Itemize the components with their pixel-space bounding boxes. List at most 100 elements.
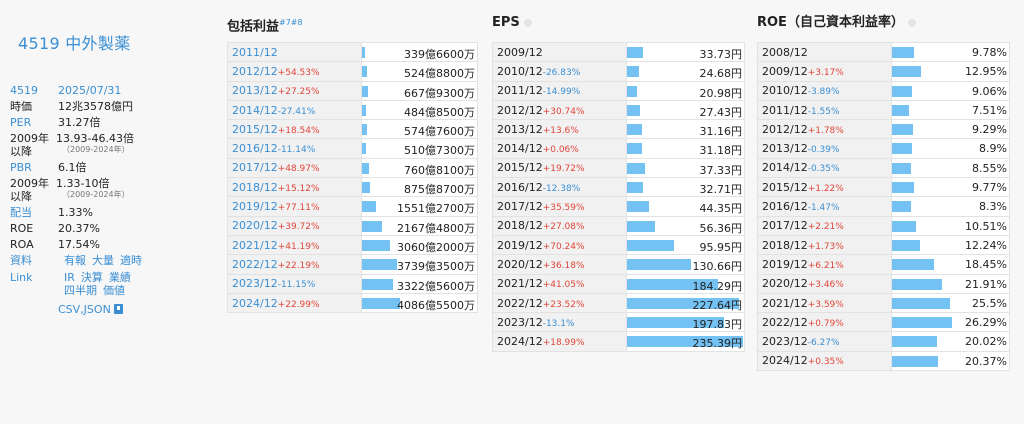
eps-change: -26.83%	[542, 67, 581, 78]
ci-year[interactable]: 2024/12	[232, 296, 278, 310]
link-kessan[interactable]: 決算	[80, 271, 103, 284]
doc-link-yuho[interactable]: 有報	[64, 254, 86, 267]
price-date[interactable]: 2025/07/31	[58, 84, 122, 97]
per-label[interactable]: PER	[10, 116, 32, 129]
ci-change: +15.12%	[277, 183, 320, 194]
roe-row: 2017/12+2.21% 10.51%	[757, 215, 1011, 236]
stock-code[interactable]: 4519	[10, 84, 38, 97]
ci-year[interactable]: 2018/12	[232, 180, 278, 194]
doc-link-tairyo[interactable]: 大量	[92, 254, 114, 267]
roe-change: +3.17%	[807, 67, 844, 78]
stat-row-roe: ROE 20.37%	[10, 222, 210, 235]
roe-row: 2008/12 9.78%	[757, 41, 1011, 63]
ci-year[interactable]: 2020/12	[232, 219, 278, 233]
eps-year-cell: 2017/12+35.59%	[492, 196, 627, 217]
eps-value-cell: 130.66円	[625, 254, 746, 275]
roe-bar	[891, 47, 915, 58]
eps-year-cell: 2021/12+41.05%	[492, 273, 627, 294]
link-ir[interactable]: IR	[64, 271, 75, 284]
roe-year-cell: 2019/12+6.21%	[757, 254, 892, 275]
ci-year[interactable]: 2011/12	[232, 45, 278, 59]
ci-year[interactable]: 2016/12	[232, 142, 278, 156]
ci-change: +22.99%	[277, 299, 320, 310]
eps-value: 235.39円	[692, 337, 743, 351]
help-icon[interactable]	[523, 18, 532, 27]
roe-change: +0.35%	[807, 357, 844, 368]
eps-row: 2009/12 33.73円	[492, 41, 746, 63]
ci-footnote[interactable]: #7#8	[279, 18, 303, 27]
ci-value: 524億8800万	[404, 67, 475, 81]
per-range-years: （2009-2024年）	[62, 145, 130, 154]
help-icon[interactable]	[907, 18, 916, 27]
link-gyoseki[interactable]: 業績	[108, 271, 131, 284]
ci-value-cell: 510億7300万	[360, 138, 479, 159]
ci-value: 484億8500万	[404, 105, 475, 119]
eps-value-cell: 227.64円	[625, 292, 746, 314]
eps-bar	[626, 336, 743, 348]
stat-row-roa: ROA 17.54%	[10, 238, 210, 251]
eps-bar	[626, 66, 639, 78]
ci-value-cell: 574億7600万	[360, 119, 479, 140]
ci-year[interactable]: 2015/12	[232, 122, 278, 136]
eps-row: 2019/12+70.24% 95.95円	[492, 234, 746, 256]
eps-title-text: EPS	[492, 15, 520, 30]
ci-year[interactable]: 2022/12	[232, 257, 278, 271]
roe-value-cell: 20.37%	[890, 350, 1011, 372]
ci-year[interactable]: 2012/12	[232, 64, 278, 78]
ci-bar	[361, 278, 393, 290]
pbr-label[interactable]: PBR	[10, 161, 32, 174]
per-range-value: 13.93-46.43倍	[56, 132, 134, 145]
eps-change: +19.72%	[542, 164, 585, 175]
ci-bar	[361, 85, 368, 97]
eps-year: 2018/12	[497, 219, 543, 233]
eps-row: 2011/12-14.99% 20.98円	[492, 80, 746, 101]
eps-value-cell: 27.43円	[625, 99, 746, 121]
roe-change: -0.35%	[807, 164, 840, 175]
ci-value: 3060億2000万	[397, 240, 475, 254]
eps-row: 2024/12+18.99% 235.39円	[492, 331, 746, 352]
ci-year-cell: 2011/12	[227, 41, 362, 63]
eps-year: 2015/12	[497, 161, 543, 175]
dividend-label[interactable]: 配当	[10, 206, 32, 219]
eps-year-cell: 2016/12-12.38%	[492, 177, 627, 198]
ci-year[interactable]: 2017/12	[232, 161, 278, 175]
eps-bar	[626, 182, 643, 194]
eps-bar	[626, 104, 641, 116]
roe-bar	[891, 85, 913, 97]
roe-row: 2015/12+1.22% 9.77%	[757, 177, 1011, 198]
ci-change: +48.97%	[277, 164, 320, 175]
ci-row: 2012/12+54.53% 524億8800万	[227, 61, 479, 82]
eps-year-cell: 2024/12+18.99%	[492, 331, 627, 352]
ci-bar	[361, 220, 382, 232]
ci-value: 667億9300万	[404, 86, 475, 100]
eps-year-cell: 2014/12+0.06%	[492, 138, 627, 159]
roe-bar	[891, 66, 922, 78]
roe-value: 9.06%	[972, 84, 1007, 98]
link-value[interactable]: 価値	[103, 284, 125, 297]
eps-row: 2018/12+27.08% 56.36円	[492, 215, 746, 236]
roe-value: 8.3%	[979, 200, 1007, 214]
eps-row: 2020/12+36.18% 130.66円	[492, 254, 746, 275]
download-link[interactable]: CSV,JSON	[58, 303, 210, 316]
roe-year-cell: 2017/12+2.21%	[757, 215, 892, 236]
ci-year[interactable]: 2023/12	[232, 277, 278, 291]
ci-year[interactable]: 2013/12	[232, 84, 278, 98]
roe-bar	[891, 143, 912, 155]
eps-bar	[626, 278, 718, 290]
eps-year: 2014/12	[497, 142, 543, 156]
ci-year[interactable]: 2014/12	[232, 103, 278, 117]
company-title[interactable]: 4519 中外製薬	[18, 34, 131, 53]
roe-change: -1.55%	[807, 106, 840, 117]
ci-year[interactable]: 2019/12	[232, 200, 278, 214]
roe-year-cell: 2013/12-0.39%	[757, 138, 892, 159]
ci-change: -11.15%	[277, 280, 316, 291]
ci-year[interactable]: 2021/12	[232, 238, 278, 252]
roe-year-cell: 2015/12+1.22%	[757, 177, 892, 198]
link-quarterly[interactable]: 四半期	[64, 284, 97, 297]
eps-value: 56.36円	[699, 221, 743, 235]
roe-value: 8.55%	[972, 161, 1007, 175]
roe-row: 2021/12+3.59% 25.5%	[757, 292, 1011, 314]
eps-title: EPS	[492, 12, 745, 42]
doc-link-tekiji[interactable]: 適時	[120, 254, 142, 267]
roe-value: 9.29%	[972, 123, 1007, 137]
